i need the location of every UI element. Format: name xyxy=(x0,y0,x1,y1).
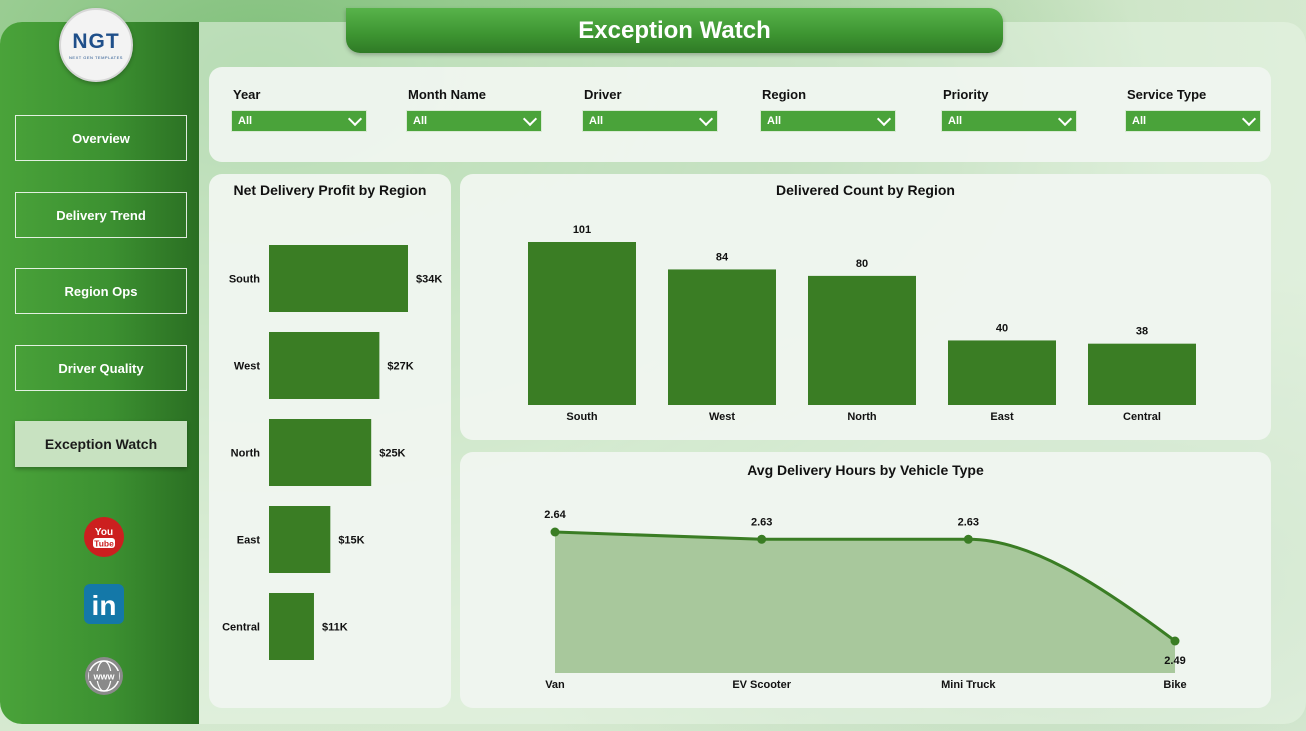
data-label: 2.63 xyxy=(751,516,772,528)
filter-label: Service Type xyxy=(1127,87,1207,102)
nav-delivery-trend-button[interactable]: Delivery Trend xyxy=(15,192,187,238)
data-label: 2.64 xyxy=(544,509,566,521)
filter-priority: Priority All xyxy=(941,87,1079,132)
bar-south xyxy=(528,242,636,405)
bar-east xyxy=(269,506,331,573)
dropdown-value: All xyxy=(1132,115,1147,127)
chevron-down-icon xyxy=(1241,111,1257,126)
category-label: Central xyxy=(1123,411,1161,423)
chevron-down-icon xyxy=(522,111,538,126)
delivered-count-chart: 101 South 84 West 80 North 40 East 38 Central xyxy=(528,224,1196,423)
data-label: $11K xyxy=(322,622,348,634)
priority-dropdown[interactable]: All xyxy=(941,110,1077,132)
bar-north xyxy=(808,275,916,405)
bar-east xyxy=(948,340,1056,405)
chevron-down-icon xyxy=(1057,111,1073,126)
filter-service-type: Service Type All xyxy=(1125,87,1263,132)
logo-subtitle: NEXT GEN TEMPLATES xyxy=(69,54,123,60)
dropdown-value: All xyxy=(767,115,782,127)
filter-label: Month Name xyxy=(408,87,486,102)
dropdown-value: All xyxy=(413,115,428,127)
data-label: 84 xyxy=(716,251,729,263)
bar-central xyxy=(269,593,314,660)
youtube-label-bottom: Tube xyxy=(94,539,114,549)
dropdown-value: All xyxy=(589,115,604,127)
region-dropdown[interactable]: All xyxy=(760,110,896,132)
logo: NGT NEXT GEN TEMPLATES xyxy=(59,8,133,82)
nav-driver-quality-button[interactable]: Driver Quality xyxy=(15,345,187,391)
data-label: 101 xyxy=(573,224,591,236)
data-label: 2.63 xyxy=(958,516,979,528)
linkedin-icon[interactable]: in xyxy=(84,584,124,624)
category-label: EV Scooter xyxy=(732,679,791,691)
youtube-label-top: You xyxy=(95,527,113,538)
category-label: West xyxy=(234,361,260,373)
page-title: Exception Watch xyxy=(346,8,1003,53)
data-label: 40 xyxy=(996,322,1008,334)
youtube-icon[interactable]: You Tube xyxy=(84,517,124,557)
data-label: $34K xyxy=(416,274,442,286)
category-label: North xyxy=(231,448,261,460)
data-label: 80 xyxy=(856,258,868,270)
nav-overview-button[interactable]: Overview xyxy=(15,115,187,161)
bar-north xyxy=(269,419,372,486)
globe-icon[interactable]: www xyxy=(84,656,124,696)
bar-west xyxy=(668,269,776,405)
category-label: Mini Truck xyxy=(941,679,996,691)
profit-by-region-card: Net Delivery Profit by Region South $34K W… xyxy=(209,174,451,708)
driver-dropdown[interactable]: All xyxy=(582,110,718,132)
chart-title: Avg Delivery Hours by Vehicle Type xyxy=(747,462,984,478)
chart-title: Net Delivery Profit by Region xyxy=(233,182,427,198)
filter-panel xyxy=(209,67,1271,162)
dropdown-value: All xyxy=(948,115,963,127)
filter-label: Driver xyxy=(584,87,622,102)
year-dropdown[interactable]: All xyxy=(231,110,367,132)
category-label: Van xyxy=(545,679,565,691)
category-label: East xyxy=(990,411,1014,423)
bar-south xyxy=(269,245,408,312)
service-type-dropdown[interactable]: All xyxy=(1125,110,1261,132)
profit-by-region-chart: South $34K West $27K North $25K East $15K Centra… xyxy=(222,245,442,660)
filter-month-name: Month Name All xyxy=(406,87,544,132)
filter-label: Year xyxy=(233,87,261,102)
month-name-dropdown[interactable]: All xyxy=(406,110,542,132)
bar-west xyxy=(269,332,380,399)
filter-label: Priority xyxy=(943,87,989,102)
web-label: www xyxy=(92,672,115,682)
dropdown-value: All xyxy=(238,115,253,127)
data-point xyxy=(550,527,560,537)
data-label: 38 xyxy=(1136,326,1148,338)
data-label: $25K xyxy=(379,448,405,460)
category-label: West xyxy=(709,411,735,423)
category-label: South xyxy=(229,274,260,286)
nav-exception-watch-button[interactable]: Exception Watch xyxy=(15,421,187,467)
delivered-count-card: Delivered Count by Region 101 South 84 West… xyxy=(460,174,1271,440)
data-point xyxy=(1170,636,1180,646)
avg-delivery-hours-chart: 2.64 Van 2.63 EV Scooter 2.63 Mini Truck 2.49 B… xyxy=(544,509,1186,691)
category-label: South xyxy=(566,411,597,423)
data-label: 2.49 xyxy=(1164,655,1185,667)
data-point xyxy=(757,534,767,544)
bar-central xyxy=(1088,343,1196,405)
nav-region-ops-button[interactable]: Region Ops xyxy=(15,268,187,314)
chart-title: Delivered Count by Region xyxy=(776,182,955,198)
data-point xyxy=(963,534,973,544)
category-label: East xyxy=(237,535,261,547)
category-label: Bike xyxy=(1163,679,1186,691)
chevron-down-icon xyxy=(698,111,714,126)
filter-label: Region xyxy=(762,87,807,102)
chevron-down-icon xyxy=(347,111,363,126)
filter-driver: Driver All xyxy=(582,87,720,132)
chevron-down-icon xyxy=(876,111,892,126)
category-label: Central xyxy=(222,622,260,634)
data-label: $27K xyxy=(387,361,413,373)
data-label: $15K xyxy=(338,535,364,547)
logo-mark: NGT xyxy=(72,29,120,53)
filter-region: Region All xyxy=(760,87,898,132)
linkedin-label: in xyxy=(92,590,117,621)
category-label: North xyxy=(847,411,877,423)
avg-delivery-hours-card: Avg Delivery Hours by Vehicle Type 2.64 V… xyxy=(460,452,1271,708)
filter-year: Year All xyxy=(231,87,369,132)
series-area xyxy=(555,532,1176,673)
